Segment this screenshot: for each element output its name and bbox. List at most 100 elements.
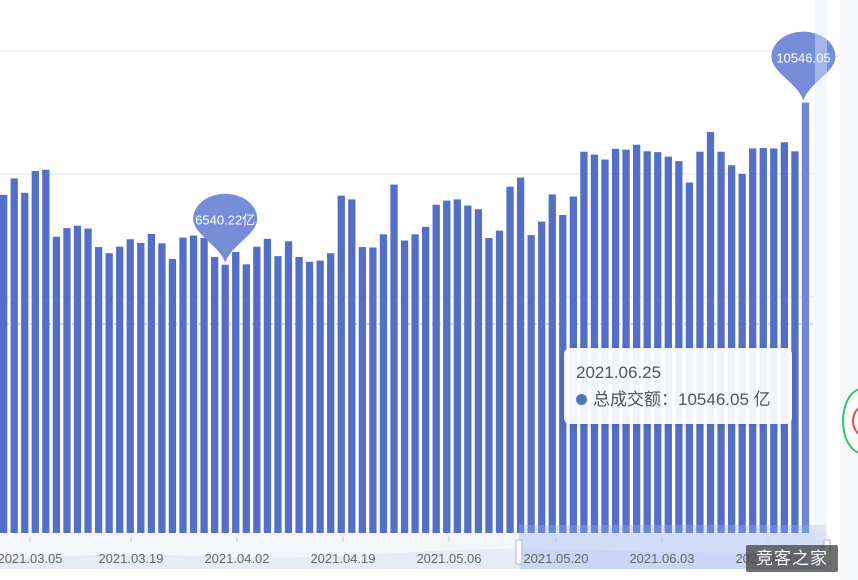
x-axis: 2021.03.05 2021.03.19 2021.04.02 2021.04.19… (0, 537, 801, 566)
series-dot-icon (576, 394, 587, 405)
bar[interactable] (601, 159, 609, 536)
bar[interactable] (791, 151, 799, 537)
bar[interactable] (253, 246, 261, 536)
page-edge (840, 0, 858, 580)
bar[interactable] (242, 264, 250, 536)
bar[interactable] (369, 247, 377, 536)
tooltip-row: 总成交额：10546.05 亿 (576, 388, 780, 412)
x-tick-label: 2021.04.19 (310, 551, 375, 566)
marker-label: 10546.05 (776, 51, 830, 66)
data-zoom-slider[interactable] (0, 525, 831, 569)
bar[interactable] (348, 199, 356, 536)
bar[interactable] (274, 256, 282, 536)
bar[interactable] (443, 200, 451, 537)
bar[interactable] (94, 247, 103, 536)
bar[interactable] (84, 228, 92, 536)
x-tick-label: 2021.03.05 (0, 551, 63, 566)
marker-pin-shape (771, 31, 836, 101)
bar[interactable] (474, 209, 483, 537)
tooltip-date: 2021.06.25 (576, 363, 662, 382)
bar[interactable] (717, 151, 725, 536)
bar[interactable] (453, 199, 461, 536)
bar[interactable] (200, 238, 208, 536)
bar[interactable] (749, 148, 757, 536)
watermark: 竞客之家 (746, 545, 838, 572)
x-tick-label: 2021.04.02 (204, 551, 269, 566)
bar[interactable] (485, 238, 493, 536)
bar[interactable] (643, 151, 651, 537)
bar[interactable] (116, 246, 124, 536)
bar[interactable] (706, 131, 715, 536)
bar[interactable] (633, 144, 641, 536)
bar[interactable] (590, 154, 599, 536)
tooltip-value: 10546.05 亿 (678, 390, 771, 409)
slider-preview-area (0, 548, 828, 569)
bar[interactable] (379, 234, 388, 536)
bar[interactable] (611, 148, 620, 536)
bar[interactable] (158, 243, 166, 537)
bar[interactable] (780, 142, 788, 536)
bar[interactable] (316, 260, 324, 536)
bar[interactable] (137, 242, 145, 536)
slider-handle-left (515, 539, 523, 565)
bar[interactable] (759, 148, 767, 536)
bar[interactable] (168, 258, 177, 536)
bar[interactable] (495, 230, 504, 537)
bar[interactable] (305, 261, 314, 536)
bar[interactable] (147, 233, 155, 536)
bar[interactable] (295, 256, 303, 536)
bar[interactable] (538, 221, 546, 536)
markers: 6540.22亿 10546.05 (193, 31, 836, 263)
bar[interactable] (770, 148, 778, 536)
bar[interactable] (105, 253, 113, 536)
bar[interactable] (622, 149, 630, 536)
bar[interactable] (464, 205, 472, 537)
bar[interactable] (179, 237, 187, 536)
bar-series[interactable] (0, 102, 810, 537)
x-tick-label: 2021.06.03 (629, 551, 694, 566)
bar[interactable] (527, 235, 535, 536)
bar[interactable] (580, 151, 588, 536)
bar[interactable] (73, 225, 82, 536)
min-marker: 6540.22亿 (193, 193, 258, 263)
bar[interactable] (411, 234, 419, 536)
bar[interactable] (422, 226, 430, 537)
bar[interactable] (327, 253, 335, 536)
bar[interactable] (358, 247, 366, 536)
bar[interactable] (21, 192, 29, 537)
max-marker: 10546.05 (771, 31, 836, 101)
bar[interactable] (664, 156, 672, 536)
bar[interactable] (232, 251, 240, 537)
bar[interactable] (284, 241, 293, 537)
bar[interactable] (0, 194, 8, 537)
bar[interactable] (42, 169, 50, 536)
bar[interactable] (400, 240, 409, 537)
bar[interactable] (10, 178, 18, 537)
bar[interactable] (696, 151, 704, 536)
bar[interactable] (801, 102, 810, 536)
x-tick-label: 2021.03.19 (98, 551, 163, 566)
bar[interactable] (189, 235, 198, 537)
bar[interactable] (559, 215, 567, 536)
bar[interactable] (654, 152, 662, 537)
marker-pin-shape (193, 193, 258, 263)
bar[interactable] (52, 236, 61, 536)
bar[interactable] (506, 186, 514, 536)
bar[interactable] (221, 264, 229, 536)
bar[interactable] (63, 228, 71, 536)
bar[interactable] (211, 256, 219, 536)
bar[interactable] (516, 177, 525, 536)
bar[interactable] (337, 195, 345, 536)
bar[interactable] (31, 171, 39, 536)
widget-inner-icon (852, 404, 858, 438)
tooltip-series-label: 总成交额： (593, 390, 678, 409)
bar[interactable] (390, 184, 398, 536)
hover-highlight-strip (815, 0, 827, 540)
x-tick-label: 2021.05.06 (416, 551, 481, 566)
bar[interactable] (548, 194, 556, 536)
x-tick-label: 2021.05.20 (523, 551, 588, 566)
bar[interactable] (263, 238, 272, 536)
bar[interactable] (126, 239, 134, 536)
bar[interactable] (432, 204, 440, 536)
